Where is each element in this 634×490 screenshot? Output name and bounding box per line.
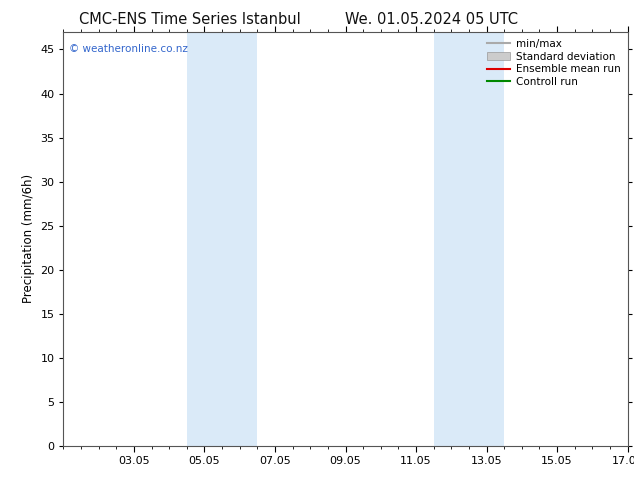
Text: © weatheronline.co.nz: © weatheronline.co.nz [69, 44, 188, 54]
Text: We. 01.05.2024 05 UTC: We. 01.05.2024 05 UTC [345, 12, 517, 27]
Legend: min/max, Standard deviation, Ensemble mean run, Controll run: min/max, Standard deviation, Ensemble me… [486, 37, 623, 89]
Text: CMC-ENS Time Series Istanbul: CMC-ENS Time Series Istanbul [79, 12, 301, 27]
Bar [434, 32, 504, 446]
Y-axis label: Precipitation (mm/6h): Precipitation (mm/6h) [22, 174, 35, 303]
Bar [187, 32, 257, 446]
